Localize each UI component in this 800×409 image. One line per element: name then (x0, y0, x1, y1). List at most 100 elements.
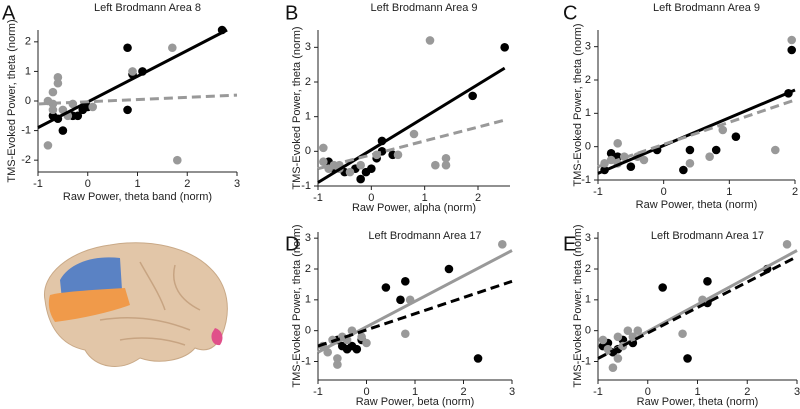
x-tick-label: 2 (475, 192, 481, 204)
x-tick-label: 2 (744, 386, 750, 398)
x-axis-label: Raw Power, alpha (norm) (352, 202, 476, 214)
brain-render (43, 242, 228, 367)
y-tick-label: 0 (305, 145, 311, 157)
y-tick-label: 2 (25, 36, 31, 48)
chart-title: Left Brodmann Area 9 (653, 2, 760, 14)
data-point (48, 105, 58, 115)
data-point (679, 165, 688, 175)
x-tick-label: 3 (794, 386, 800, 398)
data-point (711, 145, 721, 155)
y-tick-label: -1 (581, 174, 591, 186)
panel-letter: D (285, 233, 299, 255)
data-point (319, 157, 328, 167)
x-tick-label: 0 (661, 186, 667, 198)
fit-line (597, 255, 798, 360)
y-tick-label: -2 (21, 154, 31, 166)
data-point (361, 167, 371, 177)
x-tick-label: 2 (184, 178, 190, 190)
data-point (613, 152, 622, 161)
data-point (381, 283, 391, 292)
data-point (123, 43, 132, 53)
x-axis-label: Raw Power, theta (norm) (636, 199, 758, 211)
y-tick-label: 2 (305, 263, 311, 275)
y-tick-label: 1 (305, 294, 311, 306)
data-point (500, 43, 509, 52)
data-point (356, 160, 365, 170)
data-point (123, 105, 132, 115)
panel-letter: A (2, 2, 16, 24)
y-axis-label: TMS-Evoked Power, theta (norm) (572, 23, 584, 186)
data-point (608, 363, 618, 372)
chart-title: Left Brodmann Area 17 (368, 230, 481, 242)
data-point (425, 36, 435, 45)
panel: E Left Brodmann Area 17 Raw Power, theta (… (563, 224, 800, 408)
data-point (73, 111, 83, 121)
data-point (53, 73, 63, 82)
brain-area-orange (48, 288, 130, 322)
panel-letter: B (285, 2, 298, 24)
data-point (685, 145, 695, 155)
x-axis-label: Raw Power, theta (norm) (637, 396, 759, 408)
x-tick-label: 0 (645, 386, 651, 398)
x-tick-label: -1 (593, 386, 603, 398)
data-point (623, 326, 633, 335)
y-tick-label: 1 (585, 294, 591, 306)
x-tick-label: -1 (33, 178, 43, 190)
x-tick-label: -1 (313, 386, 323, 398)
y-tick-label: 2 (585, 74, 591, 86)
data-point (401, 277, 410, 286)
data-point (357, 332, 366, 342)
data-point (787, 35, 797, 45)
x-tick-label: 1 (134, 178, 140, 190)
data-point (473, 354, 483, 363)
data-point (685, 159, 695, 168)
data-point (658, 283, 667, 292)
y-axis-label: TMS-Evoked Power, theta (norm) (572, 224, 584, 387)
fit-line (37, 28, 228, 129)
data-point (718, 125, 728, 135)
x-tick-label: 0 (368, 192, 374, 204)
data-point (639, 155, 649, 165)
data-point (431, 160, 440, 170)
fit-line (317, 279, 513, 348)
data-point (633, 326, 643, 335)
data-point (333, 354, 342, 363)
fit-line (317, 118, 506, 171)
data-point (356, 174, 365, 184)
y-tick-label: 1 (25, 65, 31, 77)
x-tick-label: -1 (593, 186, 603, 198)
data-point (606, 149, 616, 158)
y-tick-label: 3 (305, 232, 311, 244)
fit-line (597, 88, 796, 175)
y-tick-label: 3 (585, 41, 591, 53)
data-point (441, 153, 451, 163)
fit-line (37, 93, 238, 106)
data-point (173, 155, 182, 165)
panel-letter: C (563, 2, 577, 24)
fit-line (597, 249, 798, 360)
data-point (598, 335, 608, 345)
x-axis-label: Raw Power, beta (norm) (356, 396, 475, 408)
x-tick-label: 0 (85, 178, 91, 190)
data-point (53, 78, 63, 88)
y-tick-label: 3 (305, 41, 311, 53)
y-tick-label: 1 (585, 107, 591, 119)
data-point (703, 277, 712, 286)
data-point (613, 332, 623, 342)
brain-sulci (99, 261, 201, 346)
y-tick-label: 2 (305, 76, 311, 88)
data-point (683, 354, 692, 363)
x-tick-label: 0 (363, 386, 369, 398)
data-point (468, 91, 477, 101)
data-point (731, 132, 741, 141)
panel: D Left Brodmann Area 17 Raw Power, beta (n… (285, 224, 515, 408)
y-axis-label: TMS-Evoked Power, theta (norm) (291, 26, 303, 189)
panel: C Left Brodmann Area 9 Raw Power, theta (n… (563, 2, 798, 211)
x-tick-label: 3 (509, 386, 515, 398)
data-point (498, 240, 507, 249)
y-tick-label: -1 (301, 180, 311, 192)
y-tick-label: -1 (21, 124, 31, 136)
fit-line (597, 98, 796, 169)
data-point (409, 129, 419, 139)
